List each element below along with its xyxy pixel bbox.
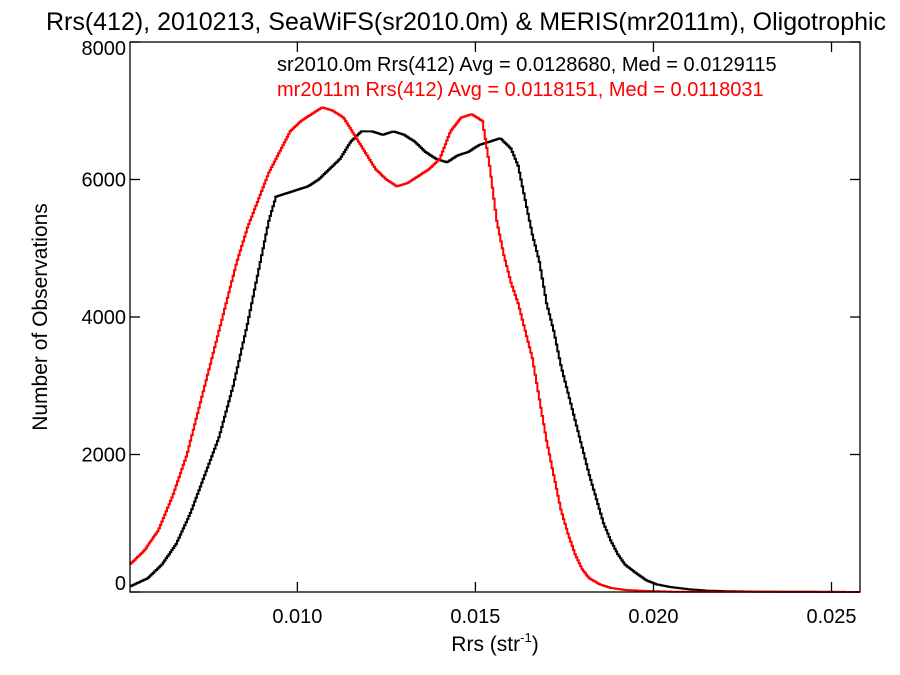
x-axis-label: Rrs (str-1) [451, 630, 538, 656]
legend-entry-seawifs: sr2010.0m Rrs(412) Avg = 0.0128680, Med … [277, 54, 777, 76]
y-tick-label: 0 [115, 573, 126, 595]
x-axis: 0.010 0.015 0.020 0.025 [272, 42, 857, 628]
x-axis-label-superscript: -1 [520, 630, 532, 645]
y-axis: 0 2000 4000 6000 8000 [82, 38, 860, 595]
chart-title: Rrs(412), 2010213, SeaWiFS(sr2010.0m) & … [46, 8, 886, 36]
plot-series [130, 106, 860, 593]
y-tick-label: 6000 [82, 170, 127, 192]
legend: sr2010.0m Rrs(412) Avg = 0.0128680, Med … [277, 54, 777, 101]
x-tick-label: 0.025 [806, 606, 856, 628]
y-tick-label: 4000 [82, 307, 127, 329]
y-tick-label: 8000 [82, 38, 127, 60]
series-line-meris [130, 106, 860, 593]
plot-frame [129, 41, 861, 593]
x-tick-label: 0.010 [272, 606, 322, 628]
y-tick-label: 2000 [82, 445, 127, 467]
legend-entry-meris: mr2011m Rrs(412) Avg = 0.0118151, Med = … [277, 79, 764, 101]
x-tick-label: 0.015 [450, 606, 500, 628]
x-axis-label-end: ) [532, 633, 539, 656]
y-axis-label: Number of Observations [29, 203, 52, 431]
x-tick-label: 0.020 [628, 606, 678, 628]
series-line-seawifs [130, 130, 860, 593]
